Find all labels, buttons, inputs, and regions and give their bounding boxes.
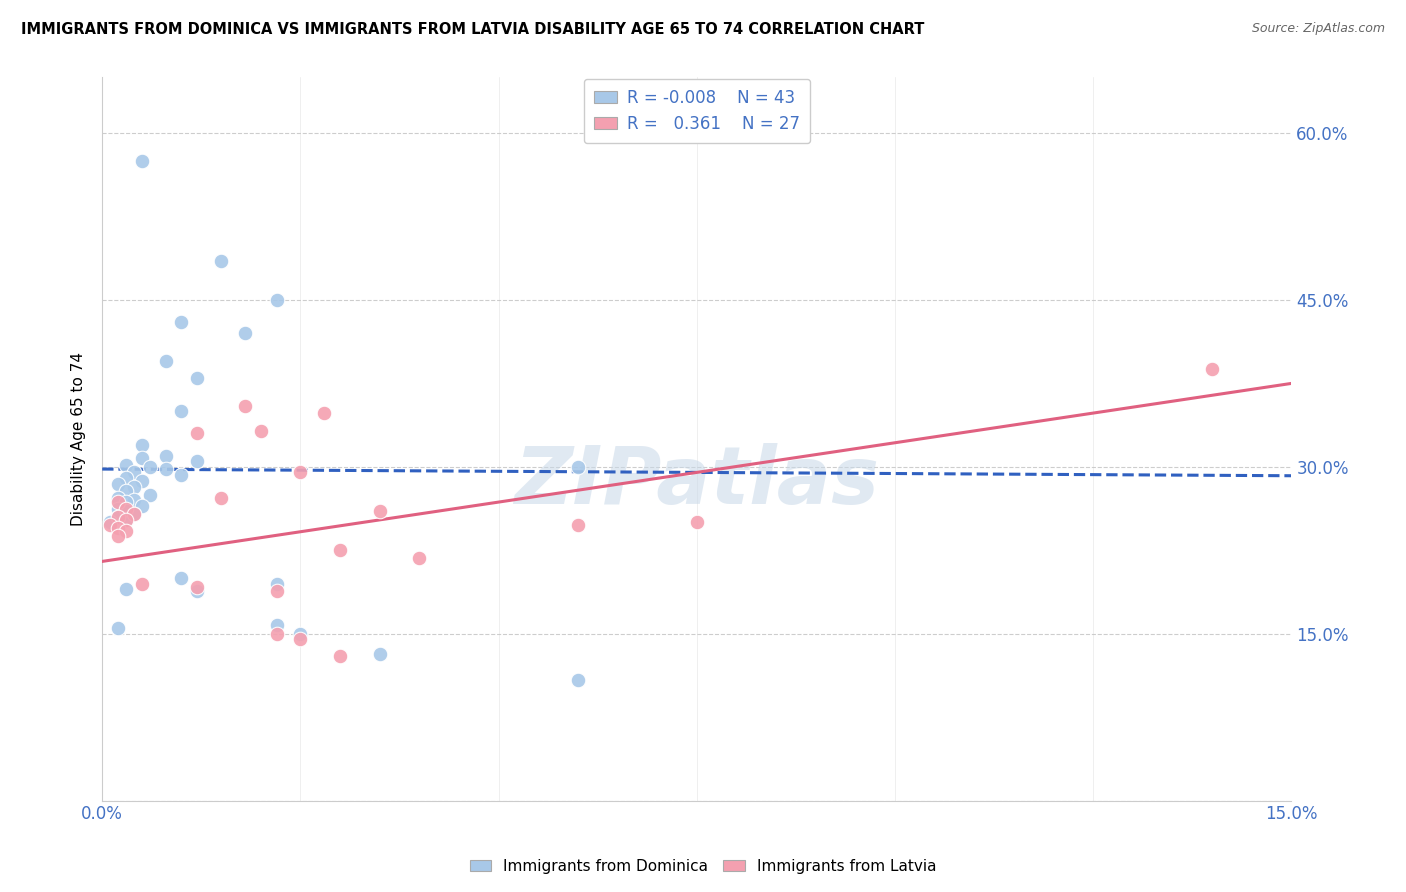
Point (122, 507, 145, 521)
Point (131, 437, 153, 451)
Point (107, 509, 129, 524)
Point (115, 471, 138, 485)
Legend: Immigrants from Dominica, Immigrants from Latvia: Immigrants from Dominica, Immigrants fro… (464, 853, 942, 880)
Point (209, 254, 232, 268)
Point (233, 326, 256, 341)
Point (107, 476, 129, 491)
Point (266, 293, 288, 307)
Point (98, 516, 121, 530)
Point (107, 509, 129, 524)
Point (131, 499, 153, 513)
Point (139, 459, 162, 474)
Point (567, 459, 589, 474)
Point (115, 513, 138, 527)
Point (155, 449, 177, 463)
Point (170, 467, 193, 482)
Point (233, 399, 256, 413)
Point (186, 584, 208, 599)
Point (115, 582, 138, 597)
Point (329, 648, 352, 663)
Point (186, 426, 208, 441)
Point (368, 504, 391, 518)
Point (98, 517, 121, 532)
Point (115, 502, 138, 516)
Point (131, 475, 153, 489)
Point (249, 424, 271, 438)
Point (115, 495, 138, 509)
Point (155, 354, 177, 368)
Point (567, 673, 589, 688)
Point (170, 404, 193, 418)
Point (122, 480, 145, 494)
Point (107, 621, 129, 635)
Point (266, 617, 288, 632)
Point (107, 495, 129, 509)
Point (170, 315, 193, 329)
Point (686, 516, 709, 530)
Point (186, 371, 208, 385)
Point (107, 491, 129, 505)
Text: Source: ZipAtlas.com: Source: ZipAtlas.com (1251, 22, 1385, 36)
Y-axis label: Disability Age 65 to 74: Disability Age 65 to 74 (72, 352, 86, 526)
Legend: R = -0.008    N = 43, R =   0.361    N = 27: R = -0.008 N = 43, R = 0.361 N = 27 (583, 78, 810, 143)
Point (107, 521, 129, 535)
Text: IMMIGRANTS FROM DOMINICA VS IMMIGRANTS FROM LATVIA DISABILITY AGE 65 TO 74 CORRE: IMMIGRANTS FROM DOMINICA VS IMMIGRANTS F… (21, 22, 925, 37)
Point (408, 551, 430, 566)
Point (122, 466, 145, 480)
Point (290, 626, 312, 640)
Point (186, 580, 208, 594)
Point (139, 488, 162, 502)
Point (266, 576, 288, 591)
Point (266, 626, 288, 640)
Point (131, 153, 153, 168)
Point (266, 584, 288, 599)
Point (186, 454, 208, 468)
Point (122, 507, 145, 521)
Point (107, 502, 129, 516)
Point (115, 513, 138, 527)
Point (115, 458, 138, 472)
Point (329, 543, 352, 558)
Point (131, 576, 153, 591)
Point (131, 450, 153, 465)
Point (122, 493, 145, 508)
Point (115, 524, 138, 539)
Point (290, 466, 312, 480)
Point (368, 647, 391, 661)
Point (209, 491, 232, 505)
Point (155, 462, 177, 476)
Point (170, 571, 193, 585)
Text: ZIPatlas: ZIPatlas (515, 443, 879, 522)
Point (107, 529, 129, 543)
Point (1201, 362, 1223, 376)
Point (115, 484, 138, 499)
Point (314, 406, 336, 420)
Point (115, 504, 138, 518)
Point (290, 632, 312, 647)
Point (567, 517, 589, 532)
